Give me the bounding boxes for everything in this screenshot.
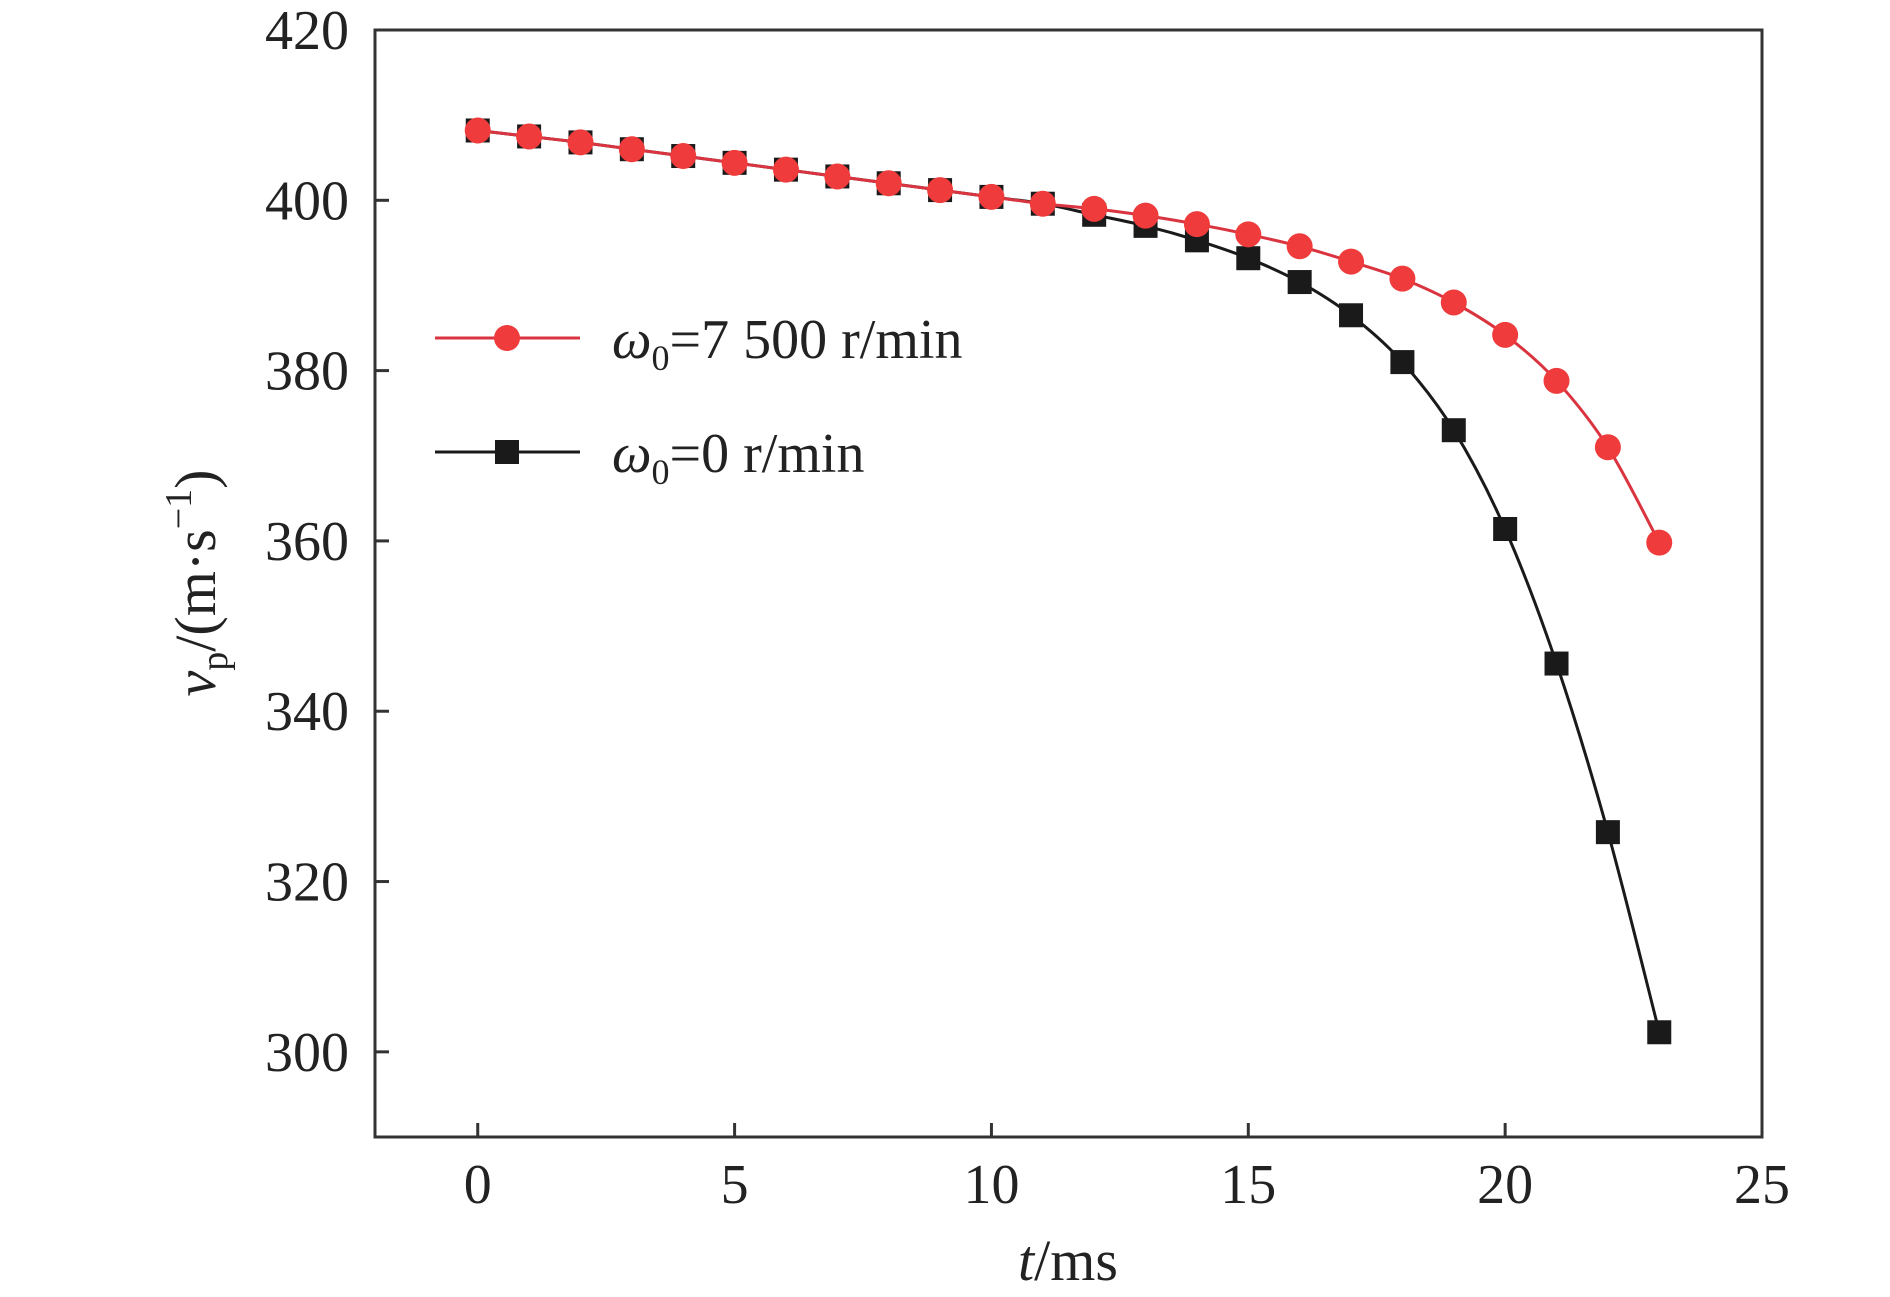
data-point-circle xyxy=(772,156,799,183)
data-point-circle xyxy=(516,123,543,150)
data-point-circle xyxy=(875,170,902,197)
data-point-square xyxy=(1441,418,1466,443)
x-tick-label: 20 xyxy=(1477,1154,1533,1216)
legend-marker-square xyxy=(495,440,519,464)
data-point-square xyxy=(1236,246,1261,271)
series-1 xyxy=(465,118,1672,1045)
data-point-square xyxy=(1595,820,1620,845)
data-point-circle xyxy=(567,129,594,156)
data-point-circle xyxy=(1440,289,1467,316)
series-layer xyxy=(464,117,1673,1045)
x-tick-label: 0 xyxy=(464,1154,492,1216)
y-axis-title: vp/(m·s−1) xyxy=(158,470,236,697)
series-line xyxy=(477,129,1661,1033)
x-tick-label: 10 xyxy=(963,1154,1019,1216)
data-point-square xyxy=(1339,303,1364,328)
data-point-circle xyxy=(1132,202,1159,229)
data-point-circle xyxy=(1338,248,1365,275)
data-point-circle xyxy=(618,136,645,163)
x-tick-label: 25 xyxy=(1734,1154,1790,1216)
y-tick-label: 340 xyxy=(265,681,349,743)
data-point-circle xyxy=(1389,265,1416,292)
data-point-circle xyxy=(927,177,954,204)
data-point-circle xyxy=(978,183,1005,210)
data-point-square xyxy=(1390,350,1415,375)
data-point-square xyxy=(1544,651,1569,676)
x-tick-label: 5 xyxy=(721,1154,749,1216)
legend: ω0=7 500 r/min ω0=0 r/min xyxy=(435,309,962,492)
data-point-square xyxy=(1287,270,1312,295)
legend-marker-circle xyxy=(494,325,520,351)
data-point-circle xyxy=(1029,190,1056,217)
legend-label: ω0=0 r/min xyxy=(612,423,864,492)
x-axis-title: t/ms xyxy=(1018,1228,1118,1293)
y-tick-label: 380 xyxy=(265,341,349,403)
axis-ticks: 0 5 10 15 20 25 300 320 340 360 380 400 420 xyxy=(265,0,1790,1216)
data-point-circle xyxy=(1594,434,1621,461)
data-point-circle xyxy=(824,163,851,190)
data-point-circle xyxy=(1235,221,1262,248)
y-tick-label: 360 xyxy=(265,511,349,573)
data-point-circle xyxy=(464,117,491,144)
legend-item: ω0=0 r/min xyxy=(435,423,864,492)
y-tick-label: 420 xyxy=(265,0,349,62)
data-point-circle xyxy=(721,149,748,176)
data-point-square xyxy=(1493,517,1518,542)
data-point-circle xyxy=(1646,529,1673,556)
data-point-circle xyxy=(1081,195,1108,222)
legend-item: ω0=7 500 r/min xyxy=(435,309,962,378)
data-point-circle xyxy=(1492,321,1519,348)
data-point-circle xyxy=(1183,211,1210,238)
data-point-circle xyxy=(670,143,697,170)
data-point-circle xyxy=(1286,233,1313,260)
y-tick-label: 300 xyxy=(265,1022,349,1084)
data-point-square xyxy=(1647,1020,1672,1045)
data-point-circle xyxy=(1543,367,1570,394)
series-0 xyxy=(464,117,1673,556)
plot-frame xyxy=(373,28,1764,1139)
y-tick-label: 320 xyxy=(265,852,349,914)
x-tick-label: 15 xyxy=(1220,1154,1276,1216)
y-tick-label: 400 xyxy=(265,170,349,232)
legend-label: ω0=7 500 r/min xyxy=(612,309,962,378)
